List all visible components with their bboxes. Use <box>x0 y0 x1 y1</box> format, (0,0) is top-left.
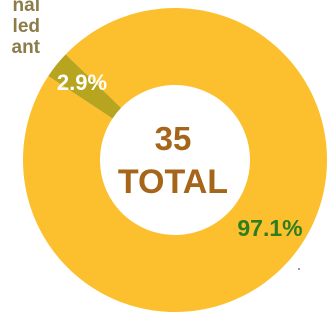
center-total-label: TOTAL <box>118 163 228 201</box>
slice-0 <box>23 7 327 312</box>
slice-label-1: 2.9% <box>57 70 107 95</box>
slice-1 <box>48 54 122 119</box>
legend-line-1: nal <box>13 0 40 16</box>
legend-line-3: ant <box>12 37 41 58</box>
slice-labels-layer: 97.1% 2.9% <box>57 70 303 241</box>
tiny-mark <box>298 268 300 270</box>
slice-label-0: 97.1% <box>237 215 302 241</box>
center-total-value: 35 <box>155 120 192 157</box>
slices-layer <box>23 7 327 312</box>
legend: nal led ant <box>12 0 41 58</box>
legend-line-2: led <box>13 16 40 37</box>
